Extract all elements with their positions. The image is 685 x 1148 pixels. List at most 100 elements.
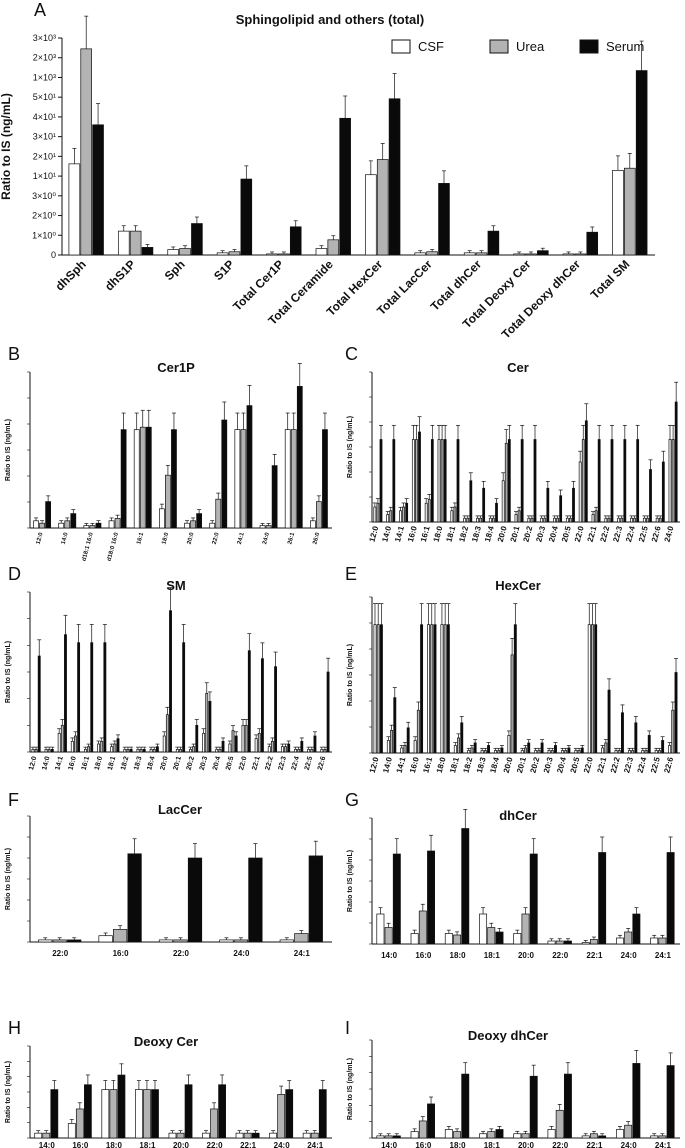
chart-title: LacCer	[158, 802, 202, 817]
bar-csf	[215, 748, 219, 753]
category-label: 20:4	[212, 756, 222, 771]
category-label: 18:1	[445, 525, 458, 543]
bar-csf	[507, 735, 511, 754]
bar-urea	[453, 934, 462, 945]
y-axis-label: Ratio to IS (ng/mL)	[347, 416, 354, 478]
bar-serum	[661, 461, 665, 523]
bar-csf	[57, 732, 61, 753]
bar-csf	[467, 750, 471, 754]
bar-csf	[110, 746, 114, 753]
bar-csf	[159, 508, 165, 529]
category-label: 16:0	[415, 951, 432, 960]
bar-csf	[320, 748, 324, 753]
bar-csf	[44, 748, 48, 753]
category-label: 22:5	[637, 525, 650, 543]
bar-csf	[476, 517, 479, 523]
bar-serum	[50, 1089, 59, 1139]
bar-serum	[84, 1084, 92, 1139]
bar-csf	[373, 506, 377, 523]
panel-letter: I	[345, 1018, 350, 1038]
bar-serum	[326, 671, 330, 753]
bar-serum	[598, 852, 607, 945]
bar-urea	[617, 750, 621, 754]
bar-serum	[90, 642, 94, 753]
bar-csf	[167, 249, 179, 256]
bar-serum	[50, 748, 54, 753]
bar-serum	[388, 98, 401, 256]
bar-csf	[97, 743, 100, 753]
legend-swatch-csf	[391, 39, 411, 54]
bar-csf	[655, 517, 659, 523]
category-label: 14:0	[381, 951, 398, 960]
category-label: 14:1	[393, 525, 406, 543]
bar-serum	[461, 828, 470, 945]
panel-h: H Deoxy Cer Ratio to IS (ng/mL) 14:0 16:0 18:…	[5, 1018, 332, 1148]
bar-urea	[87, 746, 91, 753]
category-label: 20:2	[186, 756, 196, 771]
bar-urea	[80, 48, 92, 256]
y-axis-label: Ratio to IS (ng/mL)	[0, 93, 13, 200]
category-label: 20:0	[173, 1141, 190, 1148]
bar-urea	[384, 927, 393, 945]
bar-serum	[620, 712, 624, 754]
category-label: 20:4	[555, 756, 568, 774]
category-label: 24:0	[262, 531, 271, 545]
category-label: 18:3	[475, 756, 488, 774]
category-label: 20:4	[547, 525, 560, 543]
category-label: 18:0	[161, 531, 170, 545]
bar-urea	[113, 743, 117, 753]
category-label: 18:0	[435, 756, 448, 774]
category-label: 22:1	[586, 1141, 603, 1148]
bar-urea	[440, 439, 444, 523]
bar-csf	[514, 514, 518, 523]
category-label: 20:0	[518, 951, 535, 960]
bar-urea	[402, 506, 405, 523]
bar-serum	[271, 465, 278, 529]
category-label: 22:3	[622, 756, 635, 774]
y-tick-label: 2×10⁰	[32, 211, 56, 221]
bar-csf	[615, 1129, 624, 1139]
bar-urea	[550, 750, 554, 754]
bar-csf	[410, 933, 419, 945]
category-label: 16:0	[415, 1141, 432, 1148]
y-tick-label: 2×10¹	[33, 151, 56, 161]
y-axis-label: Ratio to IS (ng/mL)	[347, 1058, 354, 1120]
bar-csf	[562, 253, 575, 256]
bar-serum	[141, 247, 154, 256]
bar-serum	[661, 740, 665, 754]
category-label: 12:0	[36, 531, 45, 545]
bar-urea	[152, 748, 156, 753]
panel-letter: E	[345, 564, 357, 584]
bar-serum	[634, 722, 638, 754]
bar-urea	[487, 1131, 496, 1139]
bar-urea	[231, 730, 235, 753]
bar-serum	[313, 735, 317, 753]
panel-letter: G	[345, 790, 359, 810]
legend-label-serum: Serum	[606, 39, 644, 54]
category-label: 22:1	[251, 756, 261, 771]
bar-urea	[113, 929, 128, 943]
bar-serum	[495, 1129, 504, 1139]
category-label: 20:1	[515, 756, 528, 774]
bar-serum	[594, 624, 598, 754]
bar-serum	[487, 745, 490, 754]
bar-serum	[184, 1084, 193, 1139]
bar-urea	[658, 937, 667, 945]
bar-urea	[530, 517, 534, 523]
bar-urea	[658, 1135, 667, 1139]
bar-serum	[438, 183, 450, 256]
bar-serum	[563, 1073, 572, 1139]
bar-urea	[165, 474, 171, 529]
category-label: 14:0	[61, 531, 70, 545]
chart-title: Cer1P	[157, 360, 195, 375]
bar-serum	[285, 1089, 294, 1139]
bar-urea	[323, 748, 327, 753]
bar-serum	[300, 740, 304, 753]
bar-serum	[92, 124, 104, 256]
bar-csf	[479, 913, 488, 945]
bar-csf	[259, 525, 266, 529]
bar-urea	[479, 517, 482, 523]
category-label: Sph	[162, 257, 188, 283]
bar-urea	[240, 429, 247, 529]
